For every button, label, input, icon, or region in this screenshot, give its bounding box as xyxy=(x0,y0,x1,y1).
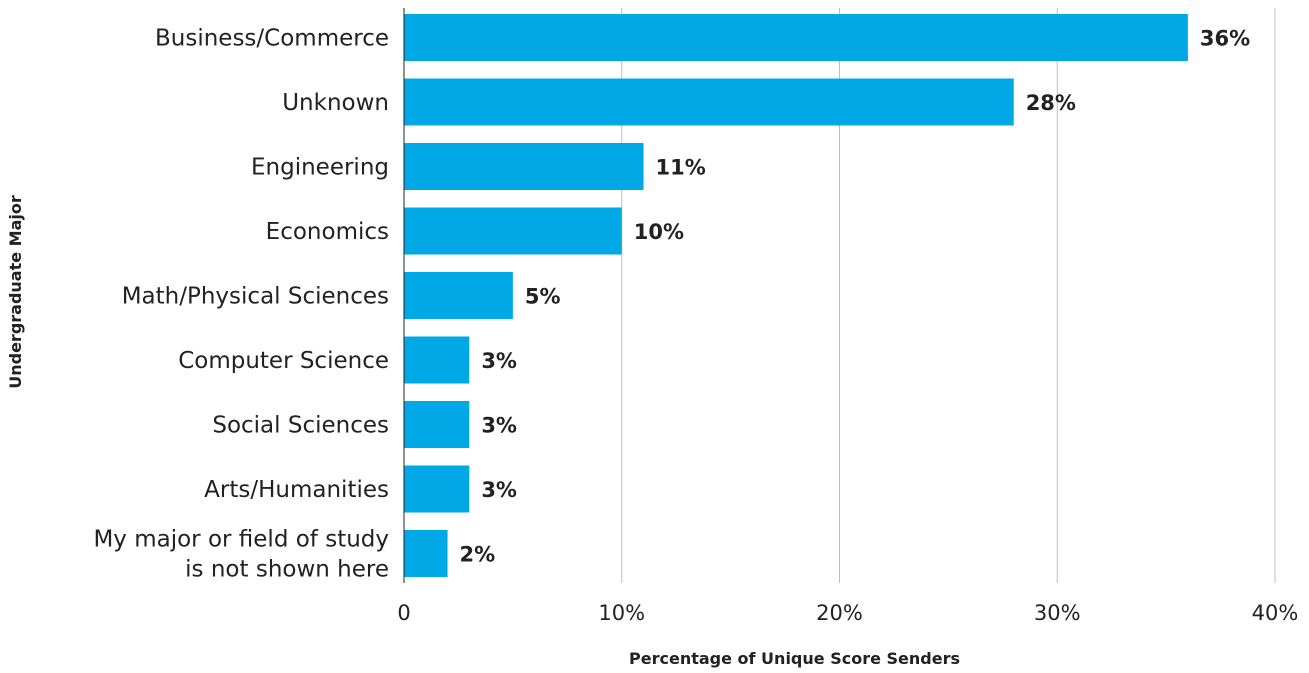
bar xyxy=(404,143,644,190)
bar xyxy=(404,401,470,448)
category-label-line: Business/Commerce xyxy=(155,26,389,52)
category-label: My major or field of study is not shown h… xyxy=(93,527,389,583)
data-label: 3% xyxy=(481,349,517,373)
y-axis-title: Undergraduate Major xyxy=(6,195,25,389)
data-label: 36% xyxy=(1200,27,1250,51)
category-label: Engineering xyxy=(251,155,389,181)
category-label-line: My major or field of study xyxy=(93,527,389,553)
category-label: Arts/Humanities xyxy=(204,477,389,503)
x-tick-labels: 0 10% 20% 30% 40% xyxy=(397,601,1298,625)
bar xyxy=(404,272,513,319)
x-tick-label: 20% xyxy=(816,601,863,625)
category-label-line: Arts/Humanities xyxy=(204,477,389,503)
category-label-line: Unknown xyxy=(282,90,389,116)
data-label: 3% xyxy=(481,414,517,438)
category-label: Social Sciences xyxy=(212,413,389,439)
category-label: Business/Commerce xyxy=(155,26,389,52)
bar xyxy=(404,336,470,384)
category-label: Math/Physical Sciences xyxy=(122,284,389,310)
category-label-line: Engineering xyxy=(251,155,389,181)
category-label-line: Computer Science xyxy=(178,348,389,374)
data-labels: 36% 28% 11% 10% 5% 3% 3% 3% 2% xyxy=(460,27,1251,567)
category-label-line: Economics xyxy=(266,219,389,245)
bar xyxy=(404,207,622,255)
category-labels: Business/Commerce Unknown Engineering Econo… xyxy=(93,26,389,583)
bar xyxy=(404,78,1014,126)
category-label-line: is not shown here xyxy=(185,557,389,583)
bars xyxy=(404,14,1188,577)
bar xyxy=(404,465,470,513)
data-label: 3% xyxy=(481,478,517,502)
data-label: 10% xyxy=(634,220,684,244)
category-label-line: Social Sciences xyxy=(212,413,389,439)
x-tick-label: 10% xyxy=(598,601,645,625)
data-label: 11% xyxy=(656,156,706,180)
bar xyxy=(404,14,1188,61)
bar xyxy=(404,530,448,577)
category-label: Unknown xyxy=(282,90,389,116)
x-axis-title: Percentage of Unique Score Senders xyxy=(629,649,960,668)
data-label: 28% xyxy=(1026,91,1076,115)
x-tick-label: 30% xyxy=(1034,601,1081,625)
data-label: 2% xyxy=(460,543,496,567)
x-tick-label: 40% xyxy=(1252,601,1299,625)
category-label: Economics xyxy=(266,219,389,245)
data-label: 5% xyxy=(525,285,561,309)
category-label-line: Math/Physical Sciences xyxy=(122,284,389,310)
category-label: Computer Science xyxy=(178,348,389,374)
x-tick-label: 0 xyxy=(397,601,410,625)
